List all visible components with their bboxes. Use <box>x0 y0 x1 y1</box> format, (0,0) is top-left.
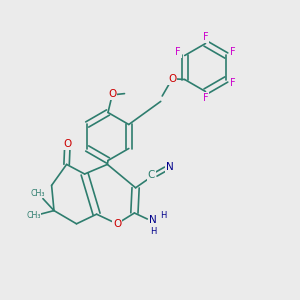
Text: CH₃: CH₃ <box>30 189 45 198</box>
Text: CH₃: CH₃ <box>26 212 41 220</box>
Text: F: F <box>203 32 208 42</box>
Text: O: O <box>168 74 176 84</box>
Text: H: H <box>160 211 166 220</box>
Text: O: O <box>108 89 117 100</box>
Text: N: N <box>166 162 173 172</box>
Text: F: F <box>230 47 236 57</box>
Text: C: C <box>148 170 155 180</box>
Text: H: H <box>150 226 157 236</box>
Text: O: O <box>113 219 121 229</box>
Text: O: O <box>63 139 71 149</box>
Text: F: F <box>175 47 181 57</box>
Text: F: F <box>203 93 208 103</box>
Text: F: F <box>230 77 236 88</box>
Text: N: N <box>149 214 157 225</box>
